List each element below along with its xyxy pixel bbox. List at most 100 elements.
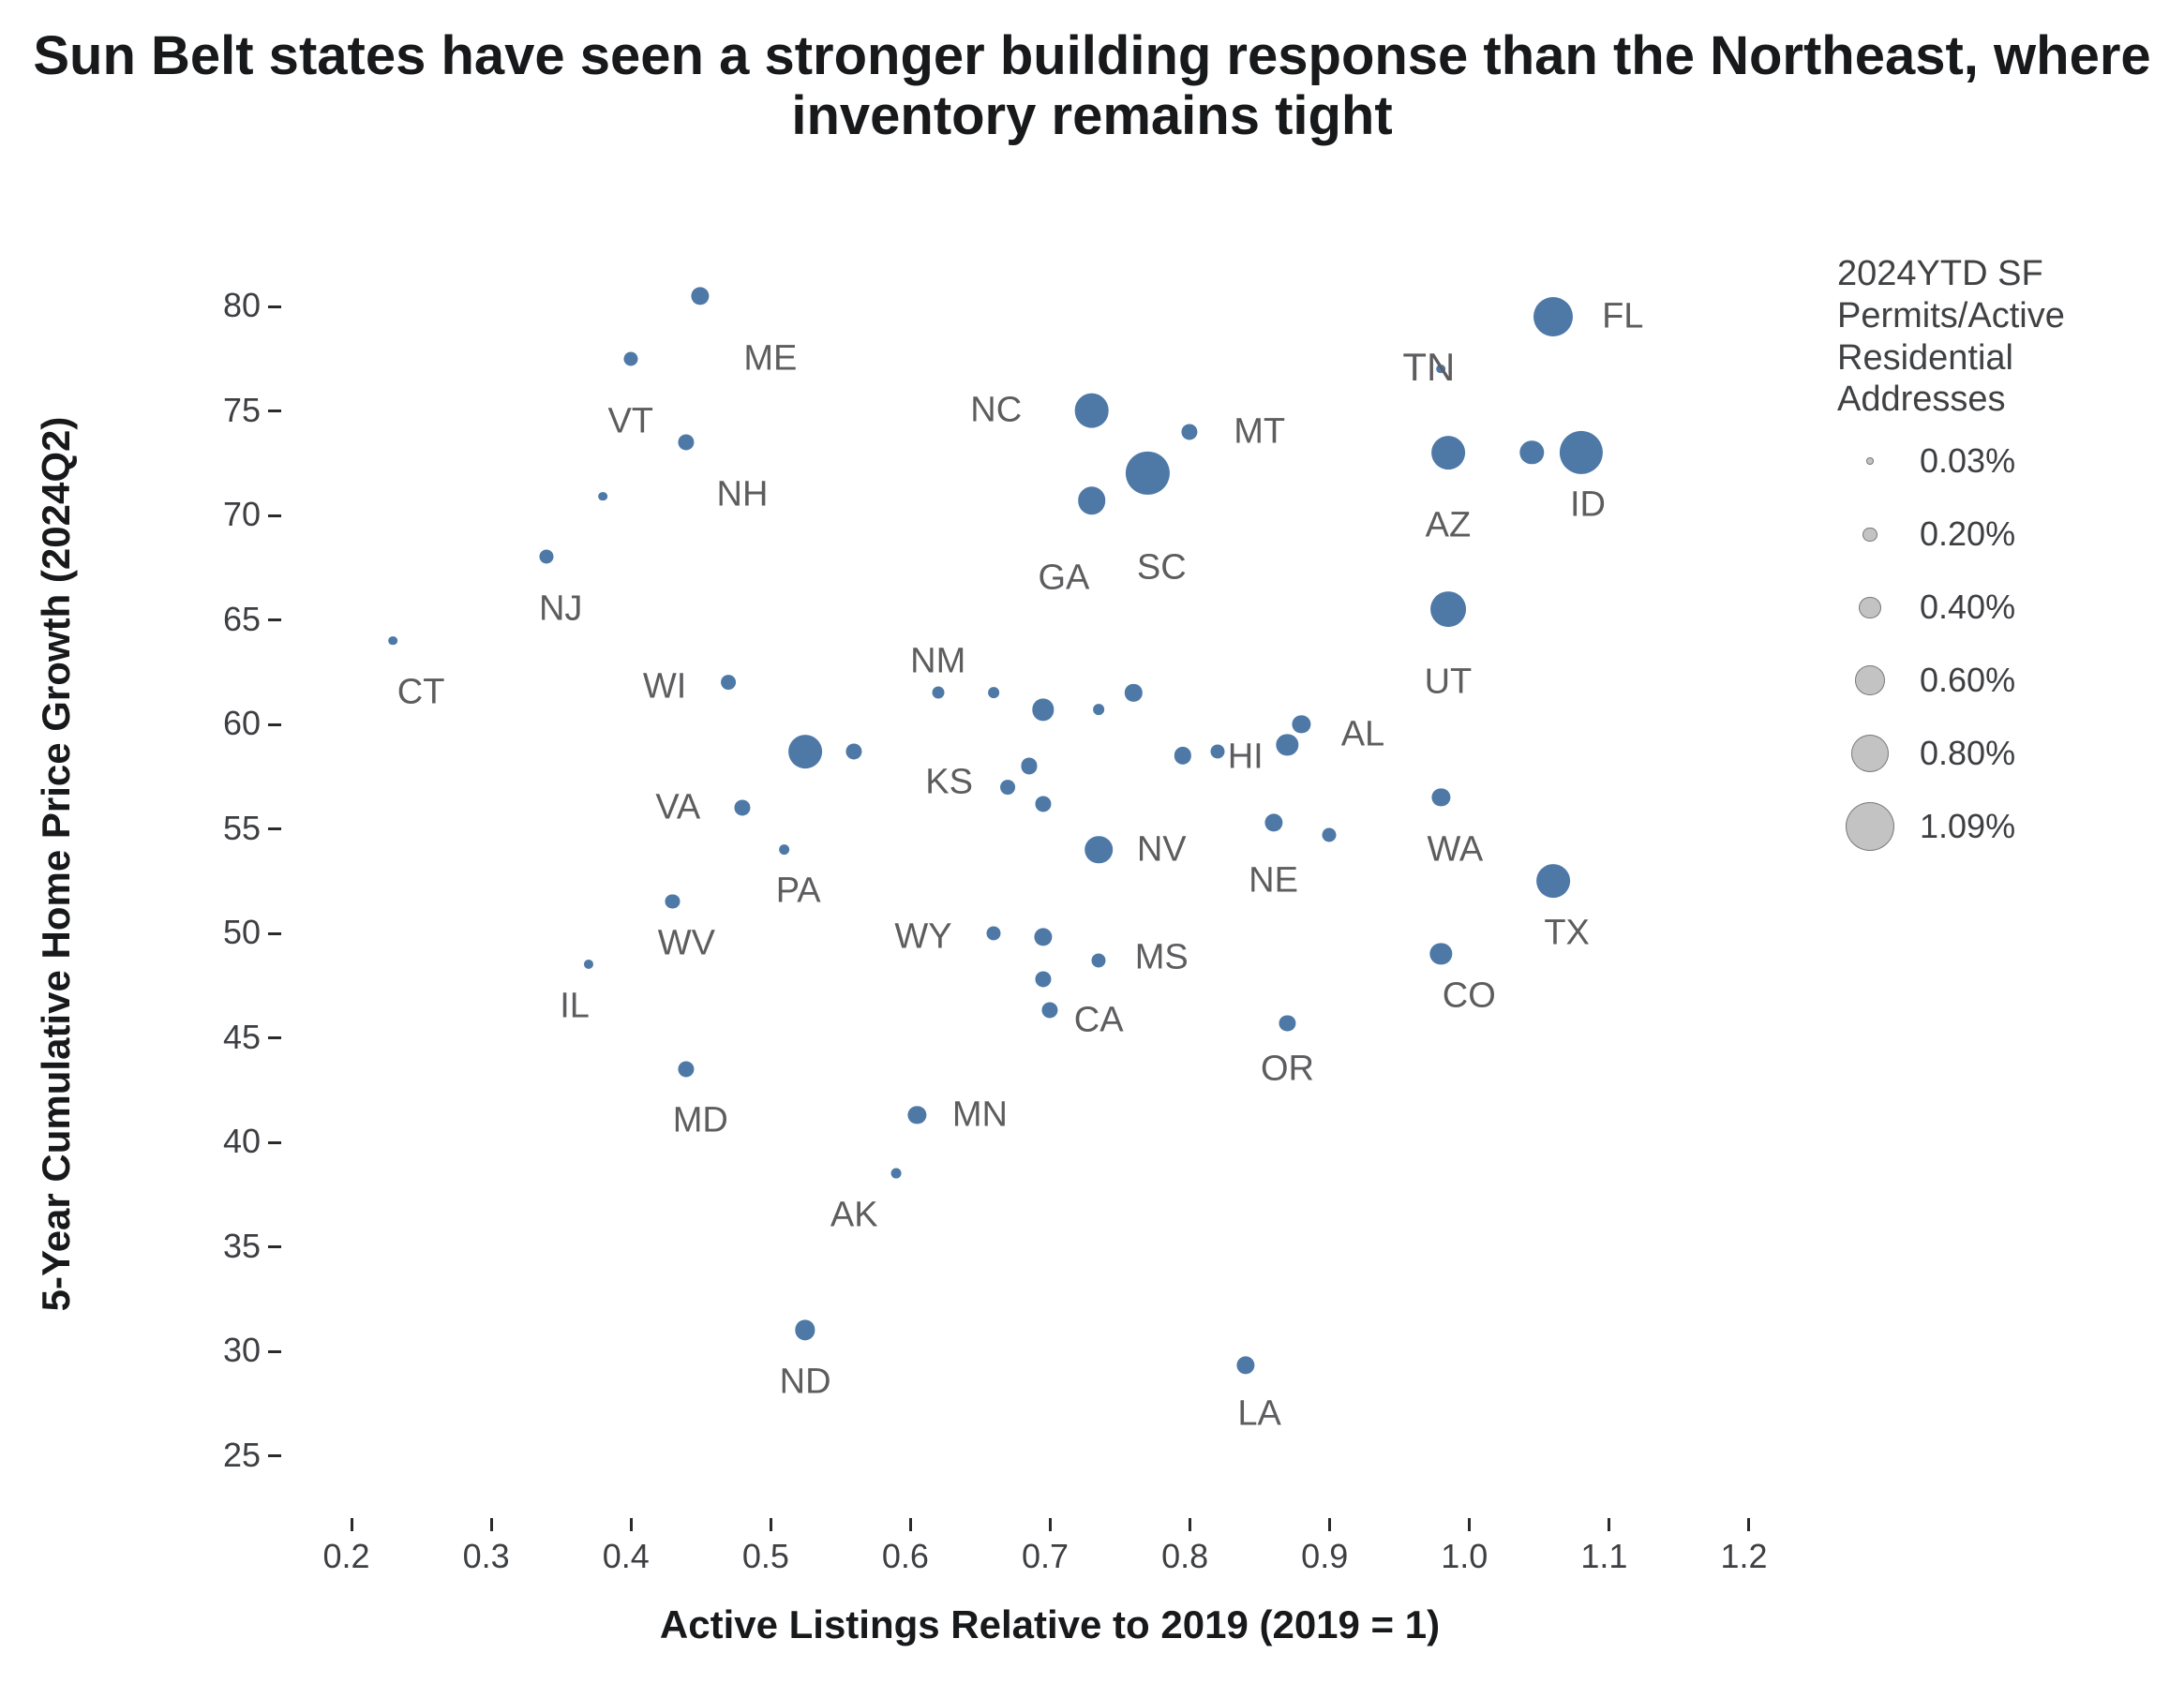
y-tick-label: 75	[223, 391, 261, 430]
state-label: LA	[1237, 1393, 1280, 1434]
x-tick-label: 0.8	[1161, 1537, 1208, 1576]
data-point	[1279, 1015, 1295, 1031]
data-point	[734, 799, 750, 815]
state-label: OR	[1261, 1049, 1314, 1089]
data-point	[1277, 734, 1298, 755]
data-point	[932, 687, 944, 699]
y-tick	[268, 1141, 281, 1144]
data-point	[1559, 431, 1602, 474]
state-label: WA	[1427, 829, 1483, 870]
data-point	[1021, 758, 1037, 774]
state-label: NJ	[539, 589, 582, 630]
data-point	[584, 960, 593, 969]
legend-label: 0.40%	[1920, 588, 2015, 627]
legend-label: 0.60%	[1920, 661, 2015, 700]
scatter-plot-area: FLMETNVTNCMTNHAZIDSCGANJUTCTWINMALHIKSWA…	[281, 244, 1818, 1518]
y-tick	[268, 514, 281, 517]
x-tick	[1328, 1518, 1331, 1531]
state-label: WI	[643, 666, 686, 707]
data-point	[788, 735, 822, 768]
legend-title: 2024YTD SF Permits/Active Residential Ad…	[1837, 253, 2156, 421]
x-tick	[1049, 1518, 1052, 1531]
chart-container: Sun Belt states have seen a stronger bui…	[0, 0, 2184, 1683]
data-point	[623, 351, 637, 365]
x-tick-label: 1.1	[1580, 1537, 1627, 1576]
data-point	[795, 1320, 815, 1340]
y-tick-label: 70	[223, 495, 261, 534]
y-tick	[268, 1245, 281, 1248]
legend-swatch	[1862, 528, 1877, 542]
state-label: CO	[1443, 976, 1496, 1016]
data-point	[1093, 704, 1104, 715]
data-point	[1431, 436, 1465, 469]
x-tick-label: 0.2	[323, 1537, 370, 1576]
state-label: CT	[397, 673, 445, 713]
legend-swatch	[1855, 665, 1885, 695]
size-legend: 2024YTD SF Permits/Active Residential Ad…	[1837, 253, 2156, 859]
data-point	[666, 895, 680, 909]
data-point	[1210, 744, 1224, 758]
data-point	[1174, 747, 1190, 764]
state-label: ME	[743, 338, 797, 379]
data-point	[388, 636, 397, 646]
data-point	[1032, 699, 1054, 721]
state-label: MS	[1135, 938, 1189, 978]
x-tick	[1608, 1518, 1610, 1531]
data-point	[679, 1061, 695, 1077]
state-label: ID	[1570, 484, 1606, 525]
state-label: NV	[1137, 829, 1187, 870]
data-point	[891, 1169, 902, 1179]
state-label: MT	[1234, 411, 1285, 452]
state-label: KS	[925, 763, 973, 803]
y-axis-label: 5-Year Cumulative Home Price Growth (202…	[34, 227, 79, 1501]
state-label: HI	[1228, 737, 1264, 778]
legend-label: 0.80%	[1920, 734, 2015, 773]
y-tick-label: 65	[223, 600, 261, 639]
data-point	[1125, 684, 1142, 701]
data-point	[598, 492, 607, 501]
x-tick-label: 0.4	[603, 1537, 650, 1576]
data-point	[1035, 971, 1051, 987]
legend-swatch	[1851, 735, 1889, 772]
data-point	[1293, 715, 1310, 733]
state-label: WV	[658, 923, 715, 963]
x-tick	[909, 1518, 912, 1531]
x-tick-label: 0.9	[1301, 1537, 1348, 1576]
x-tick	[1468, 1518, 1471, 1531]
data-point	[1520, 440, 1544, 464]
legend-item: 0.60%	[1837, 648, 2156, 713]
y-tick	[268, 723, 281, 726]
x-tick-label: 0.3	[463, 1537, 510, 1576]
y-tick	[268, 305, 281, 308]
state-label: MN	[952, 1095, 1008, 1135]
state-label: NC	[970, 391, 1022, 431]
state-label: MD	[673, 1101, 728, 1141]
data-point	[1533, 297, 1573, 336]
y-tick	[268, 932, 281, 935]
x-tick-label: 0.5	[742, 1537, 789, 1576]
state-label: NH	[717, 474, 769, 514]
y-tick	[268, 827, 281, 830]
state-label: VT	[607, 401, 653, 441]
data-point	[846, 743, 862, 759]
state-label: AL	[1341, 714, 1384, 754]
legend-label: 1.09%	[1920, 807, 2015, 846]
state-label: CA	[1074, 1001, 1124, 1041]
y-tick	[268, 1036, 281, 1039]
y-tick-label: 80	[223, 286, 261, 325]
y-tick-label: 55	[223, 809, 261, 848]
y-tick	[268, 618, 281, 621]
data-point	[1041, 1003, 1057, 1019]
data-point	[1430, 591, 1466, 627]
y-tick	[268, 1454, 281, 1457]
x-tick-label: 1.2	[1720, 1537, 1767, 1576]
data-point	[1034, 929, 1052, 946]
data-point	[1536, 864, 1570, 898]
x-tick-label: 0.6	[882, 1537, 929, 1576]
y-tick-label: 45	[223, 1018, 261, 1057]
state-label: ND	[780, 1363, 831, 1403]
data-point	[1264, 813, 1282, 831]
data-point	[1182, 424, 1198, 439]
state-label: FL	[1602, 297, 1643, 337]
data-point	[1000, 780, 1015, 795]
